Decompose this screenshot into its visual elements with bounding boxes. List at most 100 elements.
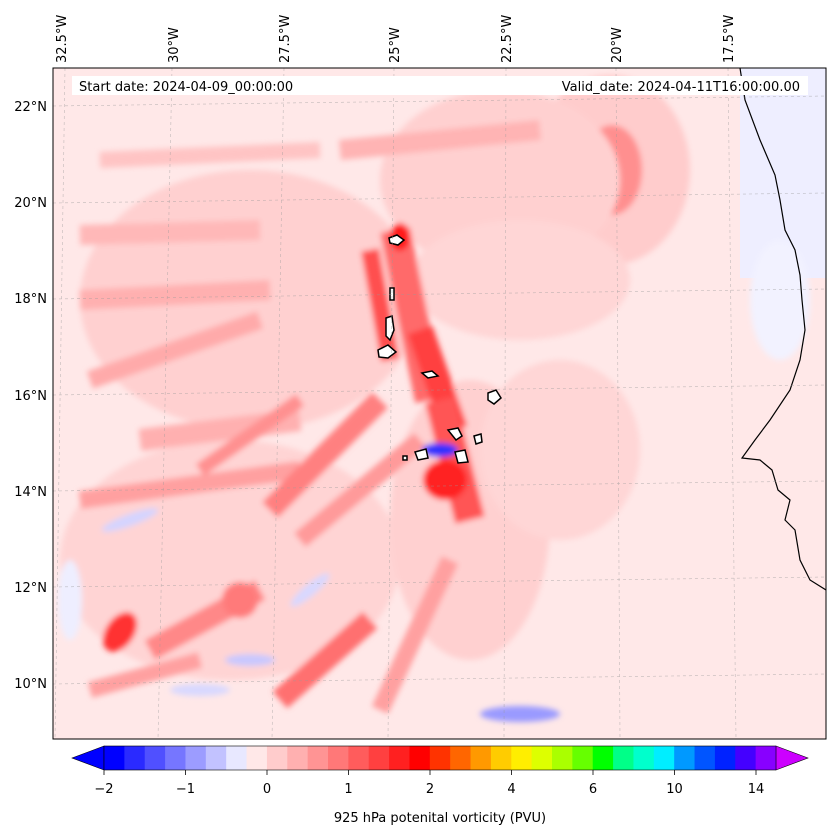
lon-label: 30°W (167, 27, 182, 63)
header-box (72, 76, 808, 95)
lon-label: 27.5°W (278, 15, 293, 63)
colorbar-cell (755, 746, 777, 770)
pv-streak (294, 433, 426, 547)
colorbar-cell (246, 746, 268, 770)
colorbar-over-arrow (775, 745, 809, 771)
colorbar-cell (328, 746, 349, 770)
longitude-labels: 32.5°W 30°W 27.5°W 25°W 22.5°W 20°W 17.5… (55, 15, 737, 63)
colorbar-cell (735, 746, 757, 770)
map-frame (52, 67, 827, 740)
colorbar-cell (226, 746, 248, 770)
start-date-label: Start date: 2024-04-09_00:00:00 (79, 80, 293, 95)
negative-pv (170, 684, 230, 696)
negative-pv (750, 240, 810, 360)
colorbar-cell (307, 746, 329, 770)
colorbar-cell (511, 746, 533, 770)
african-coastline (739, 68, 826, 591)
pv-streak (99, 142, 321, 168)
colorbar-cell (389, 746, 410, 770)
colorbar-cell (674, 746, 696, 770)
colorbar-tick-label: 6 (589, 782, 597, 797)
colorbar-tick-label: 0 (263, 782, 271, 797)
negative-pv (225, 654, 275, 666)
colorbar-tick-label: 2 (426, 782, 434, 797)
colorbar-cell (552, 746, 573, 770)
colorbar-cell (633, 746, 655, 770)
negative-pv (101, 508, 159, 532)
colorbar-cell (266, 746, 288, 770)
pv-streak (79, 220, 261, 245)
pv-streak (272, 611, 378, 709)
pv-core (423, 460, 467, 500)
colorbar-cell (429, 746, 451, 770)
colorbar-cell (592, 746, 614, 770)
lat-label: 16°N (14, 389, 47, 404)
colorbar-cell (470, 746, 492, 770)
pv-core (222, 582, 258, 618)
colorbar-title: 925 hPa potenital vorticity (PVU) (334, 811, 546, 826)
colorbar-ticks: −2 −1 0 1 2 4 6 10 14 (94, 770, 764, 797)
cape-verde-islands (377, 234, 502, 464)
colorbar-tick-label: 14 (748, 782, 765, 797)
colorbar-tick-label: 1 (344, 782, 352, 797)
pv-ridge (361, 248, 399, 362)
negative-pv (422, 443, 458, 457)
pv-streak (87, 311, 263, 389)
lat-label: 20°N (14, 196, 47, 211)
colorbar-cell (165, 746, 186, 770)
colorbar-cell (653, 746, 675, 770)
pv-streak (195, 394, 305, 476)
colorbar-cell (572, 746, 594, 770)
colorbar-cell (450, 746, 472, 770)
pv-anomaly (480, 360, 640, 540)
colorbar-frame (103, 745, 777, 771)
colorbar-cell (104, 746, 125, 770)
lat-label: 22°N (14, 100, 47, 115)
colorbar-cell (531, 746, 553, 770)
lon-label: 32.5°W (55, 15, 70, 63)
pv-streak (79, 280, 271, 310)
colorbar-cell (694, 746, 716, 770)
colorbar-cell (287, 746, 309, 770)
colorbar-cell (185, 746, 207, 770)
colorbar-cell (144, 746, 166, 770)
lon-label: 25°W (388, 27, 403, 63)
lat-label: 12°N (14, 581, 47, 596)
colorbar-cell (205, 746, 227, 770)
negative-pv (290, 573, 330, 607)
colorbar-tick-label: −1 (176, 782, 195, 797)
colorbar-tick-label: 10 (666, 782, 683, 797)
colorbar-cell (490, 746, 512, 770)
negative-pv (480, 706, 560, 722)
colorbar-tick-label: −2 (94, 782, 113, 797)
pv-field (53, 68, 826, 739)
colorbar-cell (368, 746, 390, 770)
pv-streak (78, 461, 302, 509)
colorbar-tick-label: 4 (507, 782, 515, 797)
lon-label: 17.5°W (722, 15, 737, 63)
lat-label: 18°N (14, 292, 47, 307)
pv-core (102, 612, 138, 652)
lon-label: 20°W (610, 27, 625, 63)
graticule (53, 68, 826, 739)
colorbar-cell (613, 746, 634, 770)
negative-pv (58, 560, 82, 640)
colorbar: −2 −1 0 1 2 4 6 10 14 925 hPa potenital vorticit… (71, 745, 809, 826)
colorbar-cell (714, 746, 736, 770)
pv-anomaly (410, 220, 630, 340)
colorbar-under-arrow (71, 745, 105, 771)
colorbar-cell (124, 746, 146, 770)
lat-label: 10°N (14, 677, 47, 692)
pv-ridge (425, 396, 485, 524)
pv-streak (262, 392, 388, 518)
pv-streak (371, 556, 459, 714)
colorbar-cell (409, 746, 431, 770)
pv-streak (339, 120, 541, 160)
colorbar-cell (348, 746, 370, 770)
latitude-labels: 22°N 20°N 18°N 16°N 14°N 12°N 10°N (14, 100, 47, 692)
lon-label: 22.5°W (500, 15, 515, 63)
lat-label: 14°N (14, 485, 47, 500)
pv-streak (87, 652, 203, 698)
valid-date-label: Valid_date: 2024-04-11T16:00:00.00 (562, 80, 800, 95)
